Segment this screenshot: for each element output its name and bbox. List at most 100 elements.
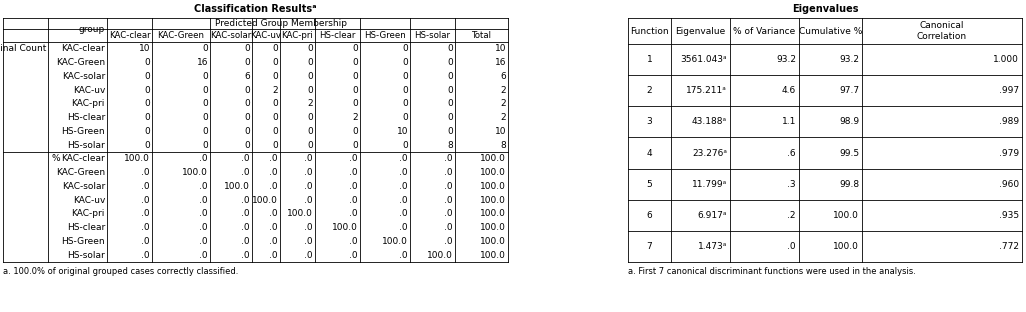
Text: HS-clear: HS-clear: [319, 31, 356, 40]
Text: .0: .0: [142, 237, 150, 246]
Text: %: %: [52, 154, 61, 163]
Text: 100.0: 100.0: [183, 168, 208, 177]
Text: 16: 16: [495, 58, 506, 67]
Text: 0: 0: [402, 72, 408, 81]
Text: 0: 0: [447, 100, 453, 108]
Text: Total: Total: [472, 31, 491, 40]
Text: KAC-Green: KAC-Green: [55, 168, 105, 177]
Text: .0: .0: [350, 237, 358, 246]
Text: 0: 0: [307, 85, 313, 95]
Text: 97.7: 97.7: [839, 86, 859, 95]
Text: .2: .2: [788, 211, 796, 220]
Text: .997: .997: [999, 86, 1019, 95]
Text: .0: .0: [399, 168, 408, 177]
Text: KAC-pri: KAC-pri: [72, 209, 105, 218]
Text: HS-clear: HS-clear: [67, 223, 105, 232]
Text: 100.0: 100.0: [480, 223, 506, 232]
Text: 0: 0: [202, 44, 208, 53]
Text: HS-solar: HS-solar: [415, 31, 450, 40]
Text: 0: 0: [307, 58, 313, 67]
Text: 99.8: 99.8: [839, 180, 859, 189]
Text: KAC-clear: KAC-clear: [62, 44, 105, 53]
Text: .0: .0: [305, 251, 313, 260]
Text: 100.0: 100.0: [252, 196, 278, 205]
Text: 100.0: 100.0: [833, 242, 859, 251]
Text: 100.0: 100.0: [124, 154, 150, 163]
Text: KAC-pri: KAC-pri: [281, 31, 313, 40]
Text: 0: 0: [244, 58, 250, 67]
Text: Eigenvalues: Eigenvalues: [792, 4, 859, 14]
Text: 3561.043ᵃ: 3561.043ᵃ: [680, 55, 727, 64]
Text: 0: 0: [272, 100, 278, 108]
Text: 0: 0: [402, 85, 408, 95]
Text: 0: 0: [352, 100, 358, 108]
Text: .0: .0: [241, 251, 250, 260]
Text: 0: 0: [272, 141, 278, 150]
Text: 0: 0: [272, 44, 278, 53]
Text: 0: 0: [145, 113, 150, 122]
Text: .0: .0: [305, 223, 313, 232]
Text: 0: 0: [447, 85, 453, 95]
Text: 100.0: 100.0: [287, 209, 313, 218]
Text: 100.0: 100.0: [480, 182, 506, 191]
Text: 0: 0: [307, 127, 313, 136]
Text: .0: .0: [199, 196, 208, 205]
Text: 2: 2: [272, 85, 278, 95]
Text: 0: 0: [145, 58, 150, 67]
Text: 0: 0: [307, 72, 313, 81]
Text: 0: 0: [307, 44, 313, 53]
Text: 100.0: 100.0: [480, 196, 506, 205]
Text: 100.0: 100.0: [480, 251, 506, 260]
Text: .0: .0: [787, 242, 796, 251]
Text: .0: .0: [270, 251, 278, 260]
Text: Function: Function: [630, 27, 669, 36]
Text: .0: .0: [199, 223, 208, 232]
Text: a. 100.0% of original grouped cases correctly classified.: a. 100.0% of original grouped cases corr…: [3, 267, 238, 276]
Text: 0: 0: [447, 127, 453, 136]
Text: KAC-uv: KAC-uv: [73, 196, 105, 205]
Text: 0: 0: [447, 58, 453, 67]
Text: 0: 0: [402, 58, 408, 67]
Text: .0: .0: [350, 182, 358, 191]
Text: 0: 0: [307, 141, 313, 150]
Text: 0: 0: [307, 113, 313, 122]
Text: 0: 0: [145, 127, 150, 136]
Text: HS-solar: HS-solar: [68, 141, 105, 150]
Text: .0: .0: [142, 168, 150, 177]
Text: 93.2: 93.2: [839, 55, 859, 64]
Text: Original Count: Original Count: [0, 44, 46, 53]
Text: .3: .3: [787, 180, 796, 189]
Text: 100.0: 100.0: [332, 223, 358, 232]
Text: 0: 0: [352, 127, 358, 136]
Text: .0: .0: [444, 182, 453, 191]
Text: Predicted Group Membership: Predicted Group Membership: [215, 19, 347, 28]
Text: 0: 0: [352, 141, 358, 150]
Text: 11.799ᵃ: 11.799ᵃ: [692, 180, 727, 189]
Text: .0: .0: [142, 223, 150, 232]
Text: .0: .0: [399, 209, 408, 218]
Text: 8: 8: [501, 141, 506, 150]
Text: 2: 2: [501, 100, 506, 108]
Text: .0: .0: [399, 223, 408, 232]
Text: .0: .0: [305, 154, 313, 163]
Text: KAC-pri: KAC-pri: [72, 100, 105, 108]
Text: KAC-solar: KAC-solar: [210, 31, 251, 40]
Text: 100.0: 100.0: [833, 211, 859, 220]
Text: .0: .0: [444, 154, 453, 163]
Text: .0: .0: [444, 168, 453, 177]
Text: 10: 10: [396, 127, 408, 136]
Text: 23.276ᵃ: 23.276ᵃ: [692, 149, 727, 158]
Text: 43.188ᵃ: 43.188ᵃ: [692, 117, 727, 126]
Text: .0: .0: [241, 154, 250, 163]
Text: 0: 0: [145, 100, 150, 108]
Text: 100.0: 100.0: [427, 251, 453, 260]
Text: 6: 6: [244, 72, 250, 81]
Text: 175.211ᵃ: 175.211ᵃ: [686, 86, 727, 95]
Text: 2: 2: [352, 113, 358, 122]
Text: KAC-clear: KAC-clear: [109, 31, 151, 40]
Text: 7: 7: [646, 242, 653, 251]
Text: 0: 0: [352, 72, 358, 81]
Text: 0: 0: [352, 44, 358, 53]
Text: 8: 8: [447, 141, 453, 150]
Text: a. First 7 canonical discriminant functions were used in the analysis.: a. First 7 canonical discriminant functi…: [628, 267, 916, 276]
